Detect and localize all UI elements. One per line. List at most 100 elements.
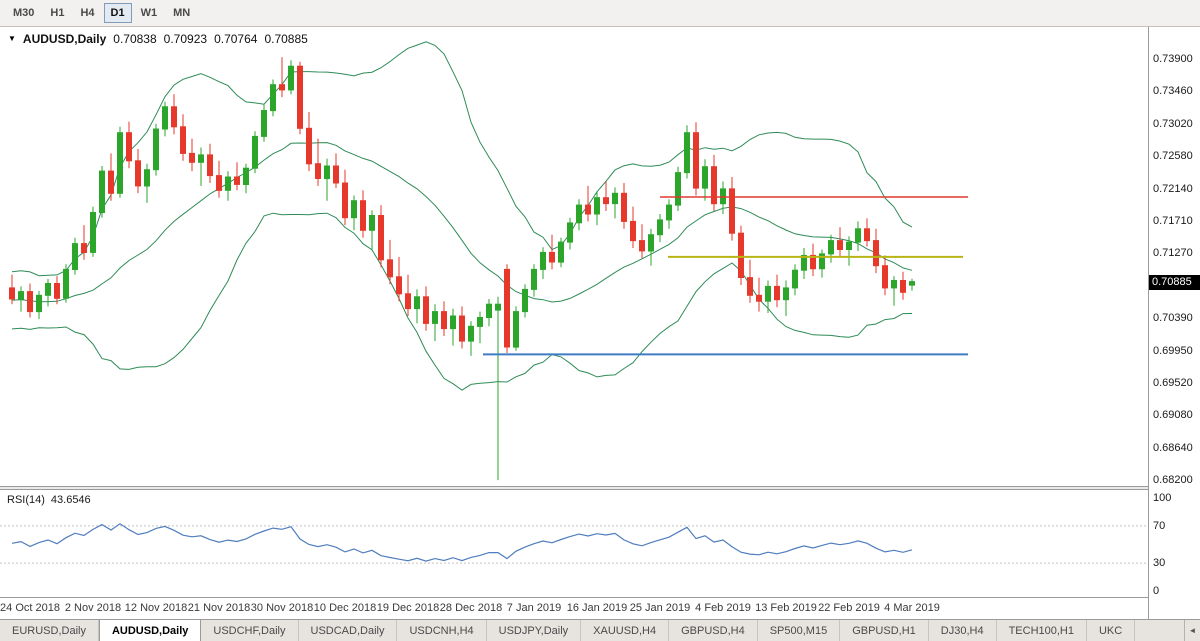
chart-expand-icon[interactable]: ▼	[8, 34, 16, 43]
date-label: 19 Dec 2018	[376, 602, 440, 614]
tab-scroll-left-button[interactable]: ◄	[1184, 620, 1200, 641]
price-axis-label: 0.73900	[1153, 53, 1193, 65]
chart-tab-ukc[interactable]: UKC	[1087, 620, 1136, 641]
timeframe-button-d1[interactable]: D1	[103, 3, 132, 23]
price-axis-label: 0.71710	[1153, 215, 1193, 227]
candle-bull	[720, 188, 726, 205]
date-label: 16 Jan 2019	[566, 602, 628, 614]
candle-bull	[792, 269, 798, 289]
date-label: 21 Nov 2018	[187, 602, 251, 614]
date-label: 25 Jan 2019	[629, 602, 691, 614]
timeframe-button-h4[interactable]: H4	[80, 7, 95, 19]
chart-tab-usdcnh-h4[interactable]: USDCNH,H4	[397, 620, 487, 641]
rsi-canvas[interactable]	[0, 490, 1148, 597]
price-chart-pane[interactable]	[0, 27, 1148, 486]
candle-bear	[306, 127, 312, 165]
candle-bear	[108, 170, 114, 194]
candle-bull	[324, 165, 330, 180]
date-label: 24 Oct 2018	[0, 602, 60, 614]
candle-bull	[567, 222, 573, 243]
candle-bull	[432, 311, 438, 324]
chart-tab-bar: EURUSD,Daily AUDUSD,Daily USDCHF,Daily USDC…	[0, 619, 1200, 641]
candle-bear	[387, 259, 393, 278]
candle-bear	[234, 176, 240, 185]
candle-bear	[756, 294, 762, 302]
candle-bull	[846, 241, 852, 251]
candle-bear	[738, 232, 744, 278]
chart-tab-usdjpy-daily[interactable]: USDJPY,Daily	[487, 620, 582, 641]
chart-tab-tech100-h1[interactable]: TECH100,H1	[997, 620, 1087, 641]
chart-tab-xauusd-h4[interactable]: XAUUSD,H4	[581, 620, 670, 641]
timeframe-button-w1[interactable]: W1	[140, 7, 158, 19]
chart-tab-eurusd-daily[interactable]: EURUSD,Daily	[0, 620, 99, 641]
rsi-axis-label: 70	[1153, 520, 1166, 532]
candle-bull	[99, 170, 105, 214]
bollinger-lower-band	[11, 212, 913, 391]
candle-bear	[459, 315, 465, 342]
chart-tab-usdcad-daily[interactable]: USDCAD,Daily	[299, 620, 398, 641]
chart-tab-audusd-daily[interactable]: AUDUSD,Daily	[98, 620, 202, 641]
chart-tab-gbpusd-h1[interactable]: GBPUSD,H1	[840, 620, 929, 641]
time-axis[interactable]: 24 Oct 2018 2 Nov 2018 12 Nov 2018 21 Nov 2…	[0, 597, 1148, 619]
candle-bull	[612, 192, 618, 205]
candle-bear	[135, 160, 141, 187]
timeframe-button-h1[interactable]: H1	[50, 7, 65, 19]
candle-bear	[297, 65, 303, 129]
candle-bear	[378, 215, 384, 261]
candle-bear	[729, 188, 735, 234]
candle-bull	[702, 166, 708, 189]
candle-bull	[522, 288, 528, 313]
candle-bear	[747, 277, 753, 296]
candle-bull	[63, 268, 69, 299]
candle-bear	[873, 240, 879, 267]
candle-bear	[27, 291, 33, 313]
candle-bear	[423, 296, 429, 324]
candle-bull	[288, 65, 294, 91]
date-label: 10 Dec 2018	[313, 602, 377, 614]
chart-tab-gbpusd-h4[interactable]: GBPUSD,H4	[669, 620, 758, 641]
candle-bear	[585, 204, 591, 215]
price-axis[interactable]: 0.70885 0.73900 0.73460 0.73020 0.72580 0.72…	[1148, 27, 1200, 619]
candle-bull	[648, 234, 654, 252]
rsi-indicator-pane[interactable]	[0, 490, 1148, 597]
timeframe-button-mn[interactable]: MN	[173, 7, 191, 19]
timeframe-button-m30[interactable]: M30	[13, 7, 35, 19]
candle-bear	[315, 163, 321, 179]
chart-tab-dj30-h4[interactable]: DJ30,H4	[929, 620, 997, 641]
candle-bear	[621, 192, 627, 222]
candle-bull	[891, 280, 897, 289]
price-axis-label: 0.68640	[1153, 442, 1193, 454]
candle-bear	[342, 182, 348, 219]
price-axis-label: 0.69520	[1153, 377, 1193, 389]
chart-tab-sp500-m15[interactable]: SP500,M15	[758, 620, 841, 641]
candle-bull	[576, 204, 582, 224]
candle-bull	[765, 285, 771, 302]
candle-bear	[405, 293, 411, 310]
candle-bull	[495, 303, 501, 311]
candle-bull	[18, 291, 24, 300]
candle-bear	[171, 106, 177, 128]
pane-divider[interactable]	[0, 486, 1148, 490]
chart-tab-usdchf-daily[interactable]: USDCHF,Daily	[201, 620, 299, 641]
candle-bear	[333, 165, 339, 184]
date-label: 28 Dec 2018	[439, 602, 503, 614]
candle-bear	[693, 132, 699, 189]
candle-bear	[549, 251, 555, 263]
candle-bull	[783, 287, 789, 301]
candle-bear	[216, 175, 222, 191]
candle-bull	[486, 303, 492, 319]
rsi-axis-label: 0	[1153, 585, 1160, 597]
candle-bull	[801, 254, 807, 271]
date-label: 30 Nov 2018	[250, 602, 314, 614]
timeframe-toolbar: M30 H1 H4 D1 W1 MN	[0, 0, 1200, 27]
candle-bear	[504, 268, 510, 348]
rsi-line	[11, 523, 913, 562]
date-label: 13 Feb 2019	[755, 602, 817, 614]
candle-bull	[477, 317, 483, 327]
candle-bear	[180, 126, 186, 154]
date-label: 2 Nov 2018	[64, 602, 122, 614]
bollinger-upper-band	[11, 41, 913, 277]
candle-bear	[126, 132, 132, 162]
price-axis-label: 0.71270	[1153, 247, 1193, 259]
price-chart-canvas[interactable]	[0, 27, 1148, 486]
